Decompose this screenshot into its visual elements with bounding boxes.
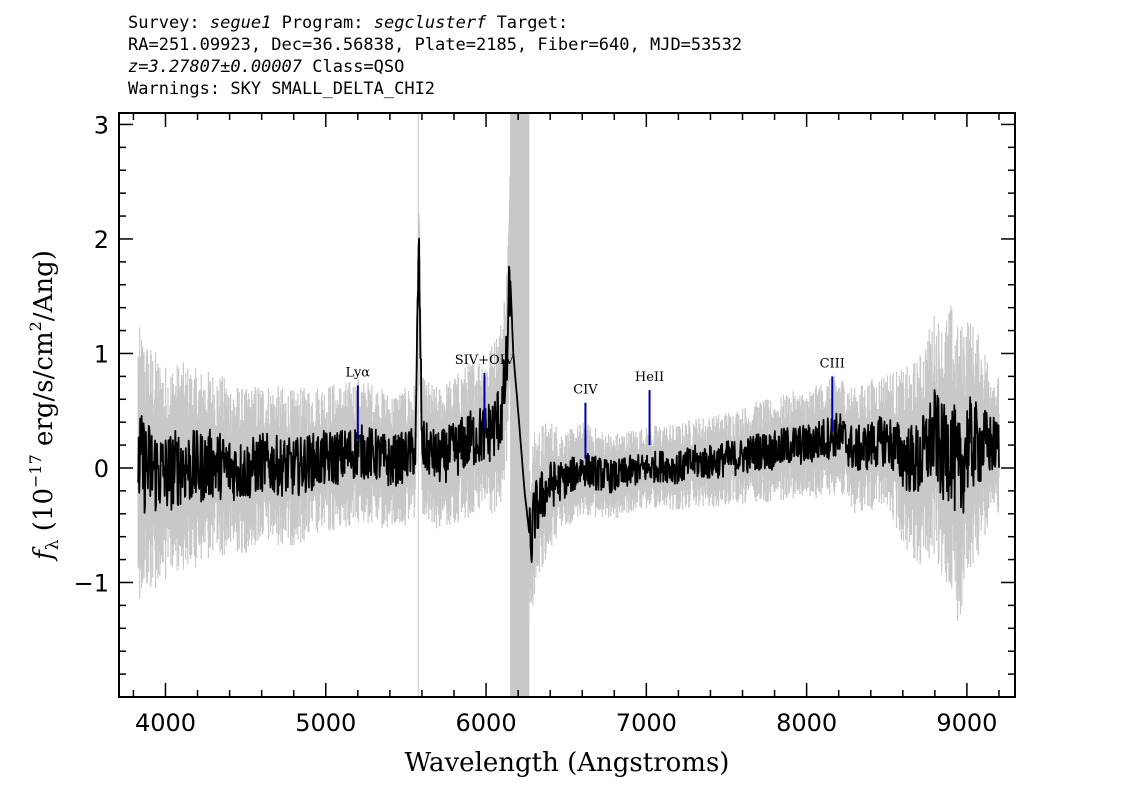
header-line-survey: Survey: segue1 Program: segclusterf Targ…	[128, 12, 742, 34]
header-line-warnings: Warnings: SKY SMALL_DELTA_CHI2	[128, 79, 436, 99]
x-axis-title: Wavelength (Angstroms)	[405, 748, 730, 778]
axis-ticks	[119, 113, 1015, 697]
survey-label: Survey:	[128, 13, 200, 33]
x-tick-label: 4000	[135, 709, 196, 737]
plot-area	[137, 113, 1000, 697]
x-tick-label: 6000	[456, 709, 517, 737]
y-tick-label: 1	[94, 340, 109, 368]
plot-frame	[118, 112, 1016, 698]
x-tick-label: 5000	[295, 709, 356, 737]
y-axis-title: fλ (10−17 erg/s/cm2/Ang)	[26, 250, 63, 562]
redshift-value: z=3.27807±0.00007	[128, 57, 302, 77]
line-label-civ: CIV	[573, 383, 598, 398]
target-label: Target:	[496, 13, 569, 33]
x-tick-label: 7000	[616, 709, 677, 737]
class-value: Class=QSO	[312, 57, 405, 77]
x-tick-label: 8000	[776, 709, 837, 737]
header-line-coordinates: RA=251.09923, Dec=36.56838, Plate=2185, …	[128, 35, 743, 55]
line-label-heii: HeII	[635, 370, 664, 385]
survey-value: segue1	[209, 13, 272, 33]
program-label: Program:	[281, 13, 364, 33]
program-value: segclusterf	[373, 13, 487, 33]
y-tick-label: 3	[94, 111, 109, 139]
line-label-siv-oiv: SIV+OIV	[455, 353, 515, 368]
x-tick-label: 9000	[936, 709, 997, 737]
error-envelope	[137, 176, 1000, 622]
flux-line	[137, 237, 1000, 563]
line-label-ly-: Lyα	[346, 366, 371, 381]
y-tick-label: 2	[94, 226, 109, 254]
line-label-ciii: CIII	[820, 356, 845, 371]
y-tick-label: −1	[74, 569, 109, 597]
header-line-redshift: z=3.27807±0.00007 Class=QSO	[128, 56, 742, 78]
spectrum-header: Survey: segue1 Program: segclusterf Targ…	[128, 12, 742, 100]
y-tick-label: 0	[94, 455, 109, 483]
masked-region-0	[510, 113, 530, 697]
